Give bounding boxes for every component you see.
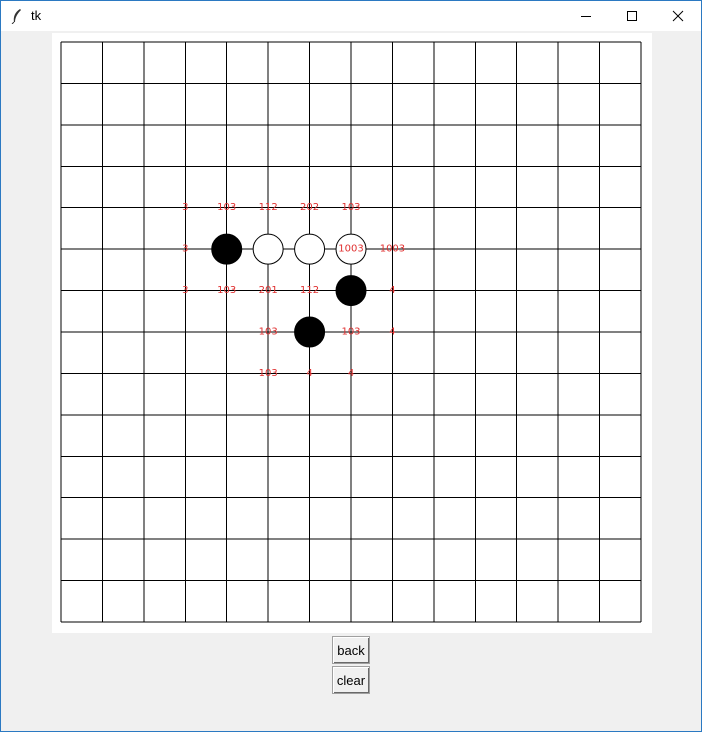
score-label: 3: [182, 202, 188, 213]
tk-feather-icon: [11, 9, 21, 24]
minimize-icon: [581, 16, 591, 17]
score-label: 4: [348, 368, 354, 379]
window-title: tk: [31, 8, 42, 23]
score-label: 201: [259, 285, 278, 296]
minimize-button[interactable]: [563, 1, 609, 31]
maximize-icon: [627, 11, 637, 21]
score-label: 112: [300, 285, 319, 296]
score-label: 4: [389, 327, 395, 338]
score-label: 1003: [338, 244, 363, 255]
close-icon: [672, 10, 684, 22]
score-label: 4: [389, 285, 395, 296]
white-stone: [252, 233, 284, 265]
score-label: 1003: [380, 244, 405, 255]
score-label: 103: [341, 327, 360, 338]
black-stone: [211, 233, 243, 265]
maximize-button[interactable]: [609, 1, 655, 31]
score-label: 112: [259, 202, 278, 213]
score-label: 202: [300, 202, 319, 213]
white-stone: [294, 233, 326, 265]
score-label: 103: [217, 202, 236, 213]
score-label: 103: [217, 285, 236, 296]
title-bar[interactable]: tk: [1, 1, 701, 31]
score-label: 4: [306, 368, 312, 379]
gomoku-board[interactable]: 3 103 112 202 103 3 1003 1003 3 103 201 112 4 103 103 4…: [52, 33, 652, 633]
score-label: 3: [182, 285, 188, 296]
white-stone: [335, 233, 367, 265]
score-label: 103: [341, 202, 360, 213]
clear-button[interactable]: clear: [332, 666, 370, 694]
back-button[interactable]: back: [332, 636, 370, 664]
close-button[interactable]: [655, 1, 701, 31]
black-stone: [294, 316, 326, 348]
game-canvas[interactable]: 3 103 112 202 103 3 1003 1003 3 103 201 112 4 103 103 4…: [52, 33, 652, 633]
black-stone: [335, 275, 367, 307]
score-label: 103: [259, 368, 278, 379]
score-label: 3: [182, 244, 188, 255]
score-label: 103: [259, 327, 278, 338]
